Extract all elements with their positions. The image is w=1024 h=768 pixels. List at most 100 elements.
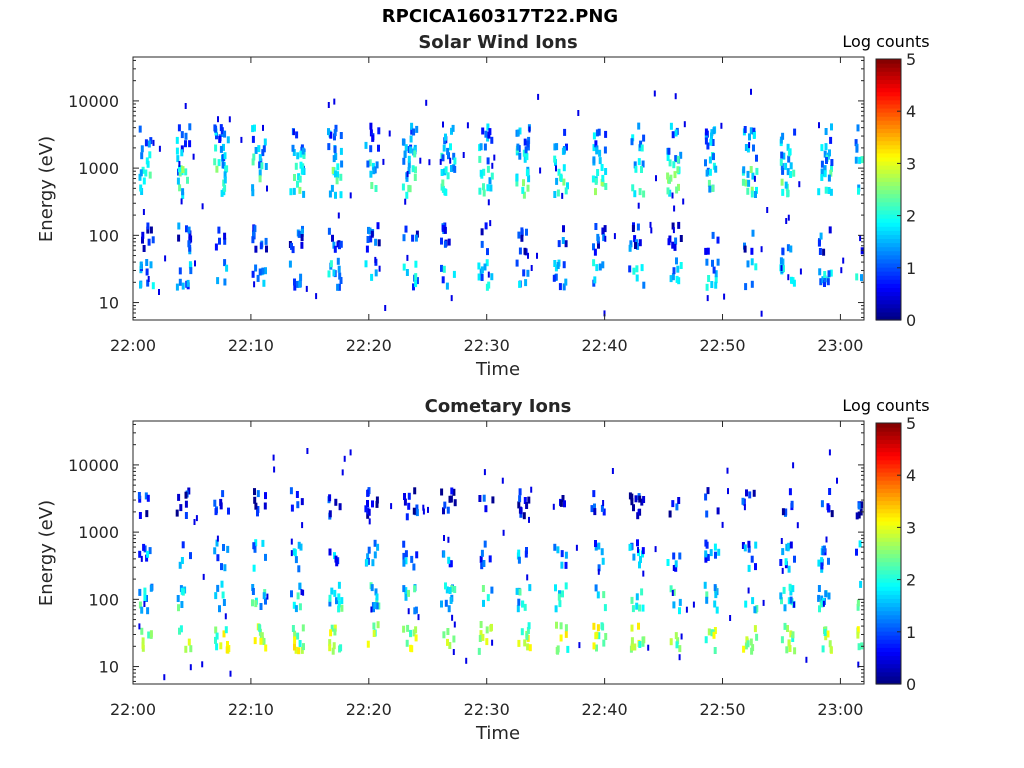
heatmap-cell bbox=[409, 146, 413, 154]
colorbar-segment bbox=[876, 545, 901, 551]
heatmap-cell bbox=[372, 167, 376, 175]
heatmap-cell bbox=[336, 257, 340, 265]
heatmap-cell bbox=[782, 586, 786, 594]
heatmap-cell bbox=[194, 260, 196, 267]
heatmap-cell bbox=[176, 155, 180, 163]
heatmap-cell bbox=[263, 502, 267, 510]
heatmap-cell bbox=[258, 154, 262, 162]
colorbar-segment bbox=[876, 181, 901, 187]
heatmap-cell bbox=[780, 178, 784, 186]
heatmap-cell bbox=[404, 557, 408, 565]
heatmap-cell bbox=[744, 283, 748, 291]
heatmap-cell bbox=[558, 283, 562, 291]
heatmap-cell bbox=[677, 277, 681, 285]
heatmap-cell bbox=[748, 142, 751, 149]
heatmap-cell bbox=[707, 179, 711, 187]
heatmap-cell bbox=[336, 241, 339, 248]
heatmap-cell bbox=[214, 508, 218, 516]
heatmap-cell bbox=[146, 222, 150, 230]
heatmap-cell bbox=[422, 504, 425, 511]
heatmap-cell bbox=[264, 492, 267, 500]
heatmap-cell bbox=[527, 622, 531, 630]
heatmap-cell bbox=[300, 646, 304, 654]
heatmap-cell bbox=[479, 621, 483, 628]
heatmap-cell bbox=[792, 169, 796, 177]
heatmap-cell bbox=[338, 242, 341, 250]
heatmap-cell bbox=[141, 166, 145, 174]
heatmap-cell bbox=[633, 643, 637, 651]
heatmap-cell bbox=[640, 166, 643, 173]
heatmap-cell bbox=[264, 644, 268, 652]
heatmap-cell bbox=[578, 642, 581, 649]
heatmap-cell bbox=[827, 187, 831, 194]
heatmap-cell bbox=[140, 627, 144, 635]
heatmap-cell bbox=[484, 130, 488, 138]
heatmap-cell bbox=[675, 186, 679, 194]
heatmap-cell bbox=[337, 581, 341, 589]
heatmap-cell bbox=[705, 258, 709, 266]
heatmap-cell bbox=[449, 495, 453, 503]
heatmap-cell bbox=[366, 640, 370, 648]
heatmap-cell bbox=[302, 152, 306, 159]
heatmap-cell bbox=[860, 247, 864, 255]
heatmap-cell bbox=[521, 600, 525, 608]
heatmap-cell bbox=[176, 177, 180, 185]
heatmap-cell bbox=[138, 173, 142, 181]
heatmap-cell bbox=[640, 264, 644, 272]
heatmap-cell bbox=[138, 623, 141, 630]
heatmap-cell bbox=[371, 559, 375, 567]
heatmap-cell bbox=[821, 645, 825, 653]
heatmap-cell bbox=[713, 543, 717, 551]
heatmap-cell bbox=[215, 632, 219, 640]
heatmap-cell bbox=[404, 550, 408, 558]
heatmap-cell bbox=[817, 188, 821, 196]
heatmap-cell bbox=[598, 263, 602, 271]
heatmap-cell bbox=[414, 606, 418, 614]
heatmap-cell bbox=[251, 184, 255, 192]
heatmap-cell bbox=[251, 236, 255, 244]
heatmap-cell bbox=[414, 260, 418, 268]
heatmap-cell bbox=[140, 606, 144, 614]
heatmap-cell bbox=[830, 123, 833, 131]
heatmap-cell bbox=[251, 270, 255, 278]
heatmap-cell bbox=[216, 277, 220, 285]
heatmap-cell bbox=[823, 170, 827, 178]
heatmap-cell bbox=[789, 162, 793, 170]
heatmap-cell bbox=[559, 622, 563, 630]
heatmap-cell bbox=[184, 168, 188, 176]
colorbar-label: Log counts bbox=[842, 32, 929, 51]
heatmap-cell bbox=[406, 624, 410, 632]
heatmap-cell bbox=[181, 541, 185, 549]
heatmap-cell bbox=[333, 146, 337, 154]
heatmap-cell bbox=[222, 599, 226, 606]
heatmap-cell bbox=[742, 166, 746, 174]
heatmap-cell bbox=[450, 585, 454, 593]
colorbar-segment bbox=[876, 307, 901, 313]
heatmap-cell bbox=[251, 135, 255, 143]
heatmap-cell bbox=[349, 449, 352, 456]
colorbar-tick-label: 1 bbox=[906, 259, 916, 278]
colorbar-cometary: 0 1 2 3 4 5 bbox=[875, 414, 916, 694]
heatmap-cell bbox=[478, 155, 482, 163]
heatmap-cell bbox=[450, 295, 453, 302]
heatmap-cell bbox=[519, 510, 523, 518]
heatmap-cell bbox=[830, 164, 833, 172]
heatmap-cell bbox=[640, 588, 644, 596]
colorbar-tick-label: 5 bbox=[906, 50, 916, 69]
heatmap-cell bbox=[666, 187, 670, 195]
heatmap-cell bbox=[298, 640, 302, 647]
heatmap-cell bbox=[295, 131, 299, 139]
heatmap-cell bbox=[527, 252, 529, 259]
heatmap-cell bbox=[139, 261, 143, 269]
heatmap-cell bbox=[750, 186, 754, 194]
heatmap-cell bbox=[666, 559, 670, 566]
heatmap-cell bbox=[655, 175, 657, 182]
heatmap-cell bbox=[781, 132, 785, 140]
colorbar-segment bbox=[876, 626, 901, 632]
colorbar-segment bbox=[876, 95, 901, 101]
colorbar-tick-label: 3 bbox=[906, 518, 916, 537]
heatmap-cell bbox=[781, 548, 785, 556]
heatmap-cell bbox=[653, 90, 656, 97]
heatmap-cell bbox=[677, 183, 680, 191]
heatmap-cell bbox=[518, 588, 522, 596]
